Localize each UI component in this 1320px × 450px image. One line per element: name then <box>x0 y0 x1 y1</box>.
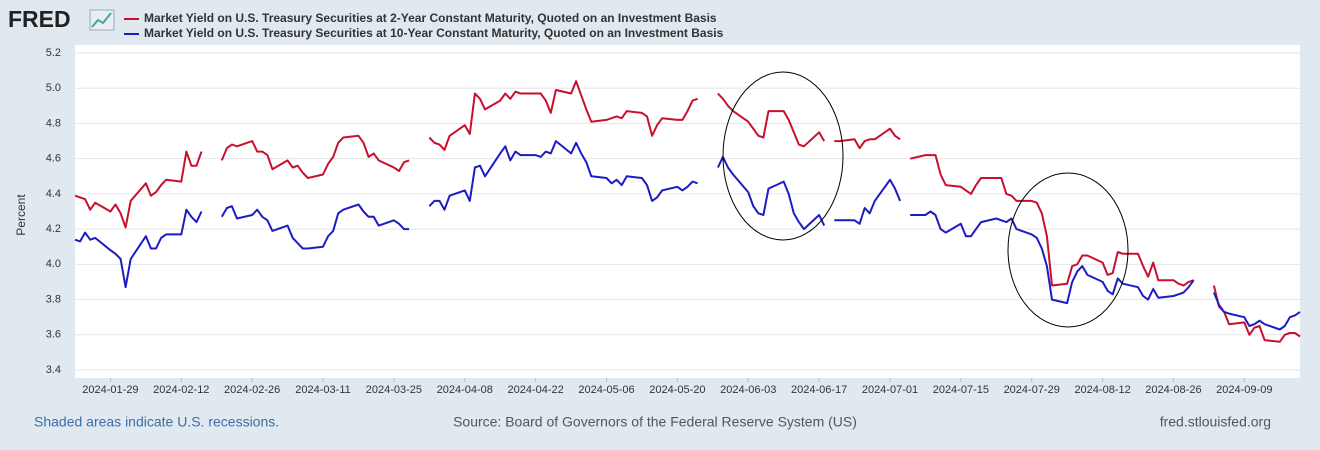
site-link[interactable]: fred.stlouisfed.org <box>1160 414 1271 430</box>
y-tick-label: 5.2 <box>46 47 61 59</box>
plot-area <box>75 45 1300 378</box>
x-tick-label: 2024-08-26 <box>1145 384 1201 396</box>
x-tick-label: 2024-02-26 <box>224 384 280 396</box>
fred-logo: FRED <box>8 6 115 32</box>
y-tick-label: 4.6 <box>46 153 61 165</box>
y-tick-label: 3.8 <box>46 293 61 305</box>
x-tick-label: 2024-07-15 <box>933 384 989 396</box>
x-tick-label: 2024-05-06 <box>578 384 634 396</box>
x-tick-label: 2024-07-01 <box>862 384 918 396</box>
x-tick-label: 2024-09-09 <box>1216 384 1272 396</box>
x-tick-label: 2024-04-22 <box>507 384 563 396</box>
legend-label: Market Yield on U.S. Treasury Securities… <box>144 11 717 25</box>
series-line <box>74 80 1301 343</box>
x-tick-label: 2024-04-08 <box>437 384 493 396</box>
annotation-ellipse <box>722 71 844 241</box>
x-tick-label: 2024-01-29 <box>82 384 138 396</box>
y-tick-label: 4.8 <box>46 117 61 129</box>
x-tick-label: 2024-03-25 <box>366 384 422 396</box>
y-tick-label: 5.0 <box>46 82 61 94</box>
x-tick-label: 2024-02-12 <box>153 384 209 396</box>
x-tick-label: 2024-05-20 <box>649 384 705 396</box>
y-axis-label: Percent <box>14 194 28 236</box>
y-tick-label: 3.4 <box>46 364 61 376</box>
y-tick-label: 4.4 <box>46 188 61 200</box>
x-tick-label: 2024-03-11 <box>295 384 350 396</box>
y-tick-label: 4.2 <box>46 223 61 235</box>
series-line <box>74 140 1301 331</box>
annotation-ellipse <box>1007 172 1129 328</box>
recession-note[interactable]: Shaded areas indicate U.S. recessions. <box>34 414 279 430</box>
logo-icon-line <box>91 12 112 28</box>
plot-content: 3.4 3.6 3.8 4.0 4.2 4.4 4.6 4.8 5.0 5.2 2024-01-29… <box>46 47 1301 396</box>
source: Source: Board of Governors of the Federa… <box>453 414 857 430</box>
logo-icon <box>89 9 115 31</box>
x-tick-label: 2024-07-29 <box>1004 384 1060 396</box>
x-tick-label: 2024-06-17 <box>791 384 847 396</box>
x-tick-label: 2024-08-12 <box>1074 384 1130 396</box>
y-tick-label: 4.0 <box>46 258 61 270</box>
logo-text: FRED <box>8 6 71 32</box>
x-tick-label: 2024-06-03 <box>720 384 776 396</box>
y-tick-label: 3.6 <box>46 329 61 341</box>
legend-label: Market Yield on U.S. Treasury Securities… <box>144 26 724 40</box>
